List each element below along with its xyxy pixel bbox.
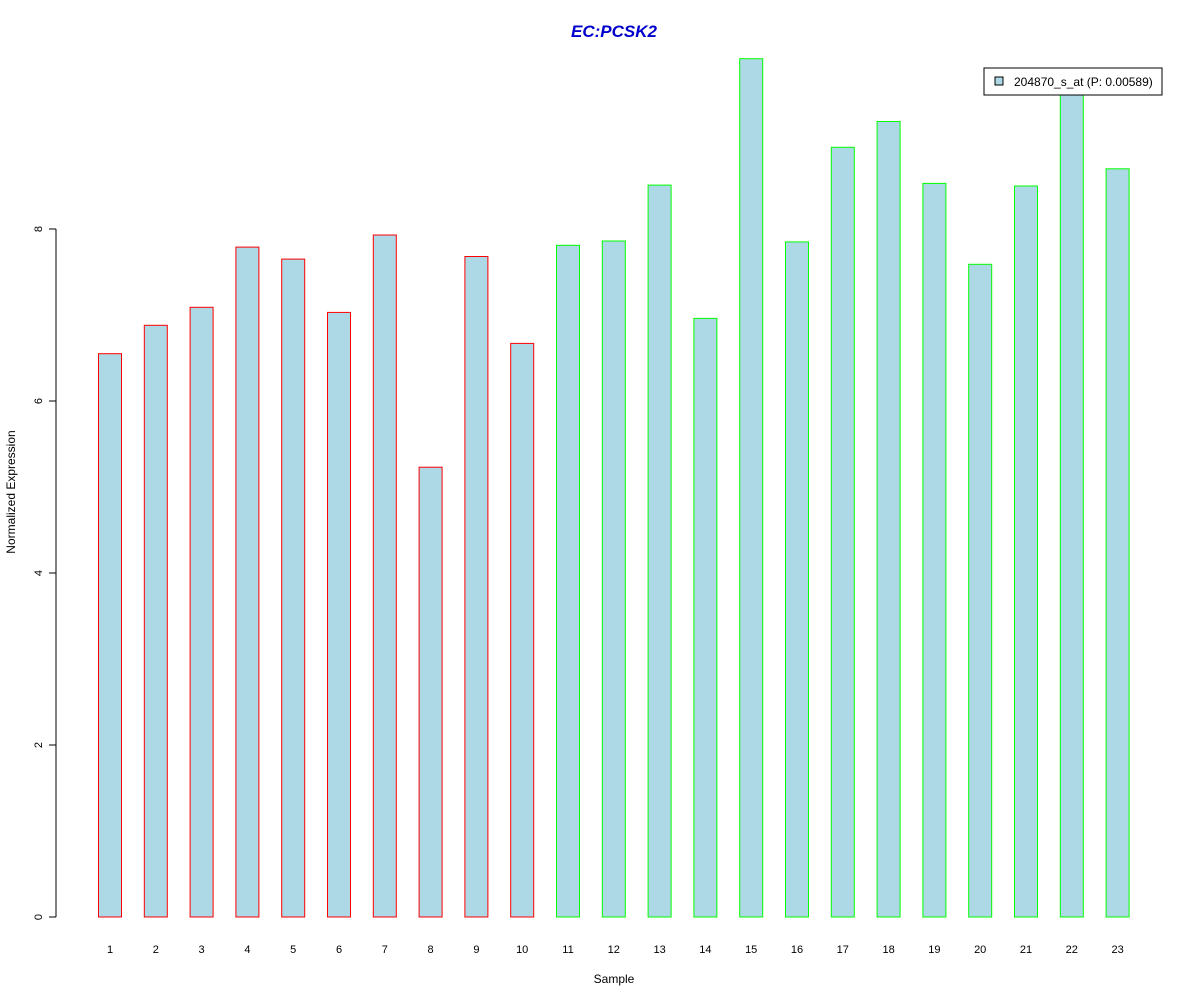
y-axis-label: Normalized Expression xyxy=(4,430,18,553)
bars xyxy=(98,58,1130,918)
x-tick-label: 15 xyxy=(745,944,757,956)
bar xyxy=(830,146,855,918)
x-tick-label: 23 xyxy=(1111,944,1123,956)
x-tick-label: 14 xyxy=(699,944,711,956)
x-tick-label: 18 xyxy=(882,944,894,956)
x-tick-labels: 1 2 3 4 5 6 7 8 9 10 11 12 13 14 15 16 17 18 19 20 21 22 23 xyxy=(107,944,1124,956)
legend-box xyxy=(983,67,1163,96)
chart-title: EC:PCSK2 xyxy=(571,22,658,41)
x-tick-label: 17 xyxy=(837,944,849,956)
legend: 204870_s_at (P: 0.00589) xyxy=(983,67,1163,96)
y-tick-label: 2 xyxy=(33,742,45,748)
x-tick-label: 7 xyxy=(382,944,388,956)
bar xyxy=(235,246,260,918)
bar xyxy=(327,311,351,918)
x-tick-label: 4 xyxy=(244,944,250,956)
y-axis: 0 2 4 6 8 xyxy=(33,226,57,920)
bar xyxy=(556,244,580,918)
x-tick-label: 16 xyxy=(791,944,803,956)
legend-swatch xyxy=(994,76,1004,86)
bar xyxy=(922,182,947,918)
bar xyxy=(693,317,718,918)
legend-label: 204870_s_at (P: 0.00589) xyxy=(1014,75,1153,89)
x-tick-label: 20 xyxy=(974,944,986,956)
x-tick-label: 11 xyxy=(562,944,573,956)
y-tick-label: 4 xyxy=(33,570,45,576)
x-tick-label: 1 xyxy=(107,944,113,956)
bar xyxy=(281,258,306,918)
bar xyxy=(876,121,901,918)
x-tick-label: 3 xyxy=(199,944,205,956)
x-tick-label: 6 xyxy=(336,944,342,956)
bar xyxy=(968,263,993,918)
x-tick-label: 13 xyxy=(653,944,665,956)
bar xyxy=(601,240,626,918)
bar xyxy=(785,241,809,918)
bar xyxy=(647,184,672,918)
bar xyxy=(739,58,764,918)
x-tick-label: 2 xyxy=(153,944,159,956)
x-tick-label: 5 xyxy=(290,944,296,956)
x-tick-label: 12 xyxy=(608,944,620,956)
x-axis-label: Sample xyxy=(594,972,635,986)
bar xyxy=(464,256,489,918)
bar xyxy=(372,234,397,918)
bar xyxy=(1105,168,1130,918)
y-tick-label: 6 xyxy=(33,398,45,404)
x-tick-label: 22 xyxy=(1066,944,1078,956)
bar xyxy=(418,466,443,918)
bar xyxy=(1014,185,1038,918)
x-tick-label: 8 xyxy=(428,944,434,956)
y-tick-label: 0 xyxy=(33,914,45,920)
x-tick-label: 19 xyxy=(928,944,940,956)
bar xyxy=(98,353,122,918)
x-tick-label: 10 xyxy=(516,944,528,956)
bar xyxy=(143,324,168,918)
bar xyxy=(1059,89,1084,918)
x-tick-label: 21 xyxy=(1020,944,1032,956)
x-tick-label: 9 xyxy=(473,944,479,956)
bar xyxy=(510,342,535,918)
y-tick-label: 8 xyxy=(33,226,45,232)
bar xyxy=(189,306,214,918)
